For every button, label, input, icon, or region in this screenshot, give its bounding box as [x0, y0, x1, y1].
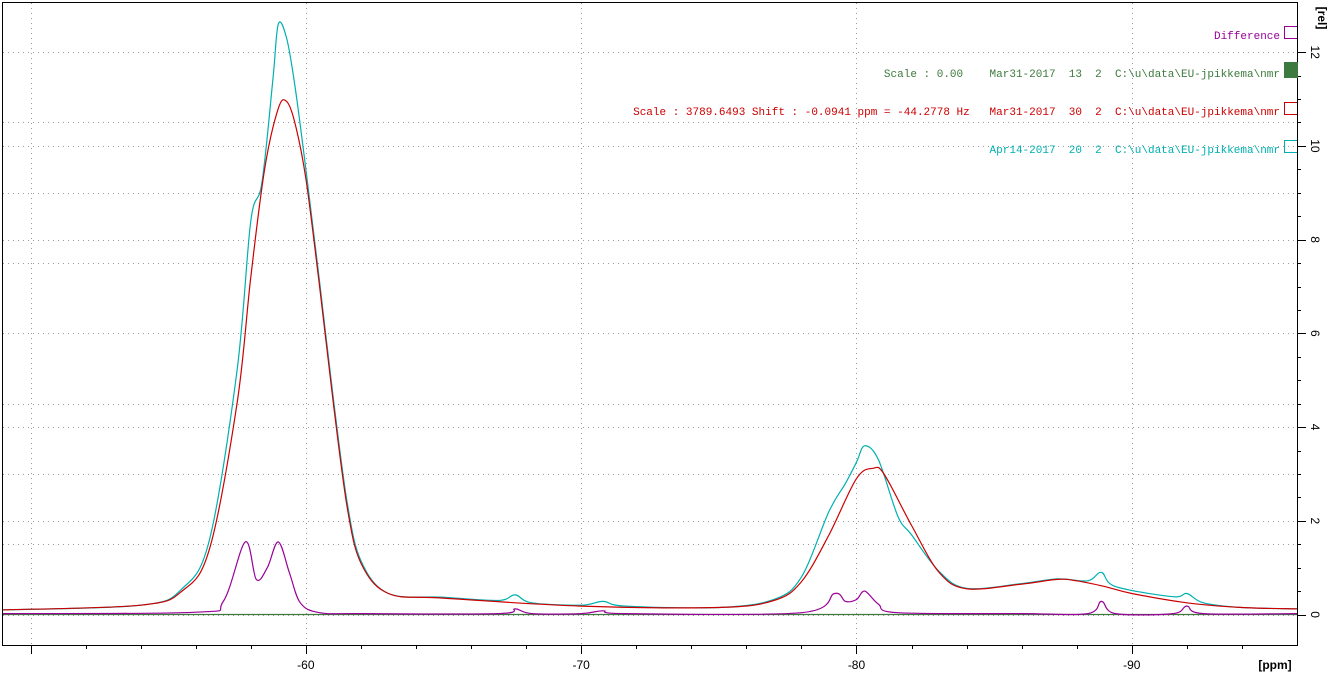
series-line-2 — [2, 99, 1298, 611]
x-tick-label: -70 — [572, 658, 590, 672]
y-tick-label: 2 — [1308, 517, 1322, 524]
legend-color-swatch[interactable] — [1284, 62, 1298, 78]
series-line-0 — [2, 541, 1298, 616]
y-tick-label: 8 — [1308, 236, 1322, 243]
legend-entry-3: Apr14-2017 20 2 C:\u\data\EU-jpikkema\nm… — [989, 145, 1280, 157]
y-tick-label: 6 — [1308, 330, 1322, 337]
x-tick-label: -60 — [297, 658, 315, 672]
y-tick-label: 10 — [1308, 139, 1322, 153]
legend-entry-0: Difference — [1213, 31, 1280, 43]
y-tick-label: 12 — [1308, 46, 1322, 60]
y-tick-label: 4 — [1308, 424, 1322, 431]
x-axis-label: [ppm] — [1258, 658, 1291, 672]
legend-color-swatch[interactable] — [1284, 102, 1297, 115]
x-tick-label: -90 — [1123, 658, 1141, 672]
y-axis-label: [rel] — [1315, 7, 1329, 30]
x-tick-label: -80 — [848, 658, 866, 672]
x-axis: -60 -70 -80 -90 — [31, 645, 1243, 672]
y-axis: 0 2 4 6 8 10 12 — [1297, 46, 1322, 618]
plot-frame — [2, 2, 1298, 646]
legend-color-swatch[interactable] — [1284, 140, 1297, 153]
legend-entry-1: Scale : 0.00 Mar31-2017 13 2 C:\u\data\E… — [883, 69, 1280, 81]
y-tick-label: 0 — [1308, 611, 1322, 618]
grid — [3, 3, 1297, 645]
series-layer — [2, 21, 1298, 616]
legend-entry-2: Scale : 3789.6493 Shift : -0.0941 ppm = … — [633, 107, 1280, 119]
legend-color-swatch[interactable] — [1284, 26, 1297, 39]
